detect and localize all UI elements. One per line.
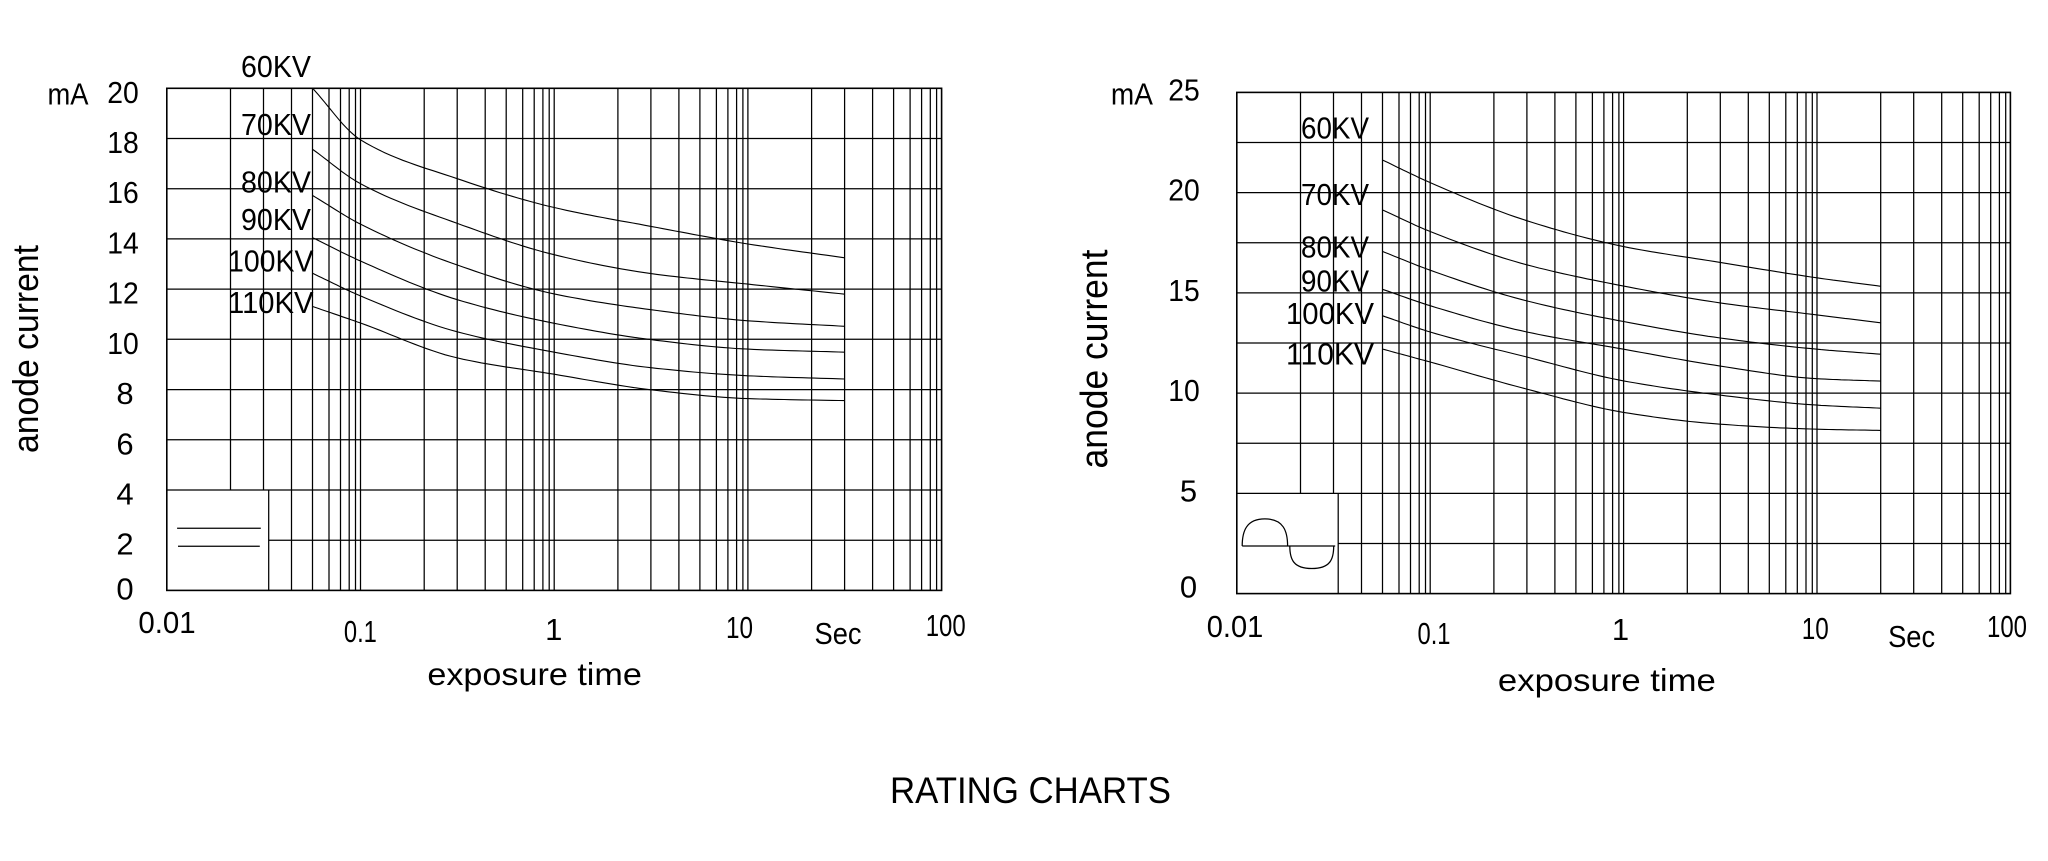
svg-text:90KV: 90KV xyxy=(1301,264,1369,299)
svg-text:70KV: 70KV xyxy=(241,107,311,142)
svg-text:6: 6 xyxy=(116,426,133,461)
svg-text:1: 1 xyxy=(1612,612,1629,647)
svg-text:110KV: 110KV xyxy=(1286,337,1374,372)
svg-text:70KV: 70KV xyxy=(1301,177,1369,212)
svg-text:16: 16 xyxy=(107,175,139,210)
svg-text:0.1: 0.1 xyxy=(1418,616,1451,651)
svg-text:12: 12 xyxy=(107,276,139,311)
svg-text:10: 10 xyxy=(1168,373,1200,408)
svg-text:anode current: anode current xyxy=(5,245,46,453)
svg-text:10: 10 xyxy=(726,610,753,645)
svg-text:110KV: 110KV xyxy=(228,285,314,320)
svg-text:18: 18 xyxy=(107,125,139,160)
svg-text:1: 1 xyxy=(545,612,562,647)
svg-text:8: 8 xyxy=(116,376,133,411)
svg-text:mA: mA xyxy=(1111,76,1153,111)
svg-text:0.01: 0.01 xyxy=(1207,609,1264,644)
svg-text:5: 5 xyxy=(1180,473,1197,508)
svg-text:0: 0 xyxy=(1180,570,1197,605)
svg-text:2: 2 xyxy=(116,527,133,562)
svg-text:RATING CHARTS: RATING CHARTS xyxy=(890,770,1171,811)
svg-text:anode current: anode current xyxy=(1074,249,1116,468)
svg-text:0.01: 0.01 xyxy=(138,605,195,640)
svg-text:Sec: Sec xyxy=(1888,619,1935,654)
svg-text:60KV: 60KV xyxy=(241,49,311,84)
svg-text:0: 0 xyxy=(116,571,133,606)
svg-text:10: 10 xyxy=(1802,611,1829,646)
svg-text:14: 14 xyxy=(107,225,139,260)
svg-text:4: 4 xyxy=(116,477,133,512)
svg-text:15: 15 xyxy=(1168,273,1200,308)
svg-text:100KV: 100KV xyxy=(228,243,314,278)
svg-text:60KV: 60KV xyxy=(1301,110,1369,145)
svg-text:exposure time: exposure time xyxy=(427,656,642,692)
svg-text:100: 100 xyxy=(1987,609,2027,644)
svg-text:20: 20 xyxy=(1168,173,1200,208)
svg-text:25: 25 xyxy=(1168,72,1200,107)
svg-text:exposure time: exposure time xyxy=(1498,662,1716,698)
svg-text:80KV: 80KV xyxy=(1301,230,1369,265)
svg-text:80KV: 80KV xyxy=(241,164,311,199)
svg-text:100KV: 100KV xyxy=(1286,296,1374,331)
svg-text:mA: mA xyxy=(48,76,89,111)
svg-text:100: 100 xyxy=(926,608,966,643)
svg-text:0.1: 0.1 xyxy=(344,614,377,649)
svg-text:20: 20 xyxy=(107,75,139,110)
svg-text:10: 10 xyxy=(107,326,139,361)
svg-text:Sec: Sec xyxy=(815,616,862,651)
svg-text:90KV: 90KV xyxy=(241,202,311,237)
